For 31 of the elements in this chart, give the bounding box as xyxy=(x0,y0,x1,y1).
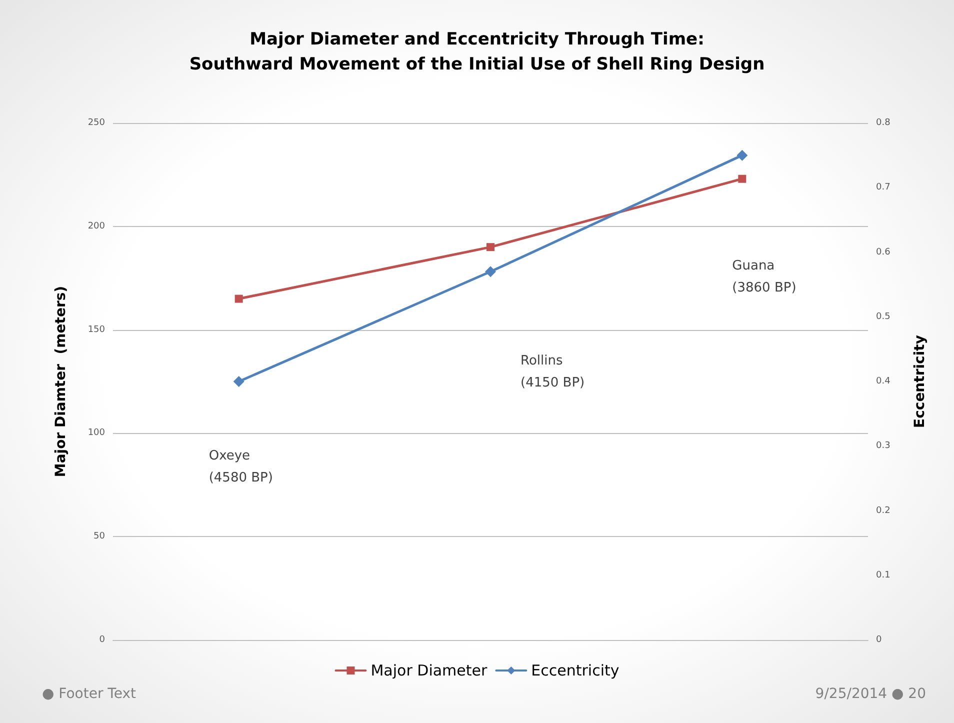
point xyxy=(485,266,496,278)
point xyxy=(486,243,494,252)
point xyxy=(234,294,243,303)
y-tick-label: 250 xyxy=(88,118,106,128)
y-tick-label: 200 xyxy=(88,221,106,232)
y-tick-label: 0 xyxy=(99,635,106,645)
y2-tick-label: 0.5 xyxy=(876,312,890,322)
annotation: Rollins (4150 BP) xyxy=(520,354,585,390)
y-axis-title: Major Diamter (meters) xyxy=(53,286,69,478)
y2-axis-title: Eccentricity xyxy=(912,335,928,428)
y2-tick-label: 0.6 xyxy=(876,247,891,258)
y-tick-label: 150 xyxy=(88,324,106,335)
chart-title: Major Diameter and Eccentricity Through Time: Southward Movement of the Initial Use of Shell Ring Design xyxy=(189,30,765,74)
point xyxy=(736,150,748,161)
point xyxy=(233,376,244,387)
y-tick-label: 50 xyxy=(94,532,106,542)
legend-label: Major Diameter xyxy=(370,662,488,680)
legend-label: Eccentricity xyxy=(531,662,620,680)
y2-tick-label: 0 xyxy=(876,635,882,645)
y2-tick-label: 0.2 xyxy=(876,506,890,516)
y2-tick-label: 0.7 xyxy=(876,182,890,193)
y2-tick-label: 0.8 xyxy=(876,118,891,128)
annotation: Guana (3860 BP) xyxy=(732,258,796,296)
y2-tick-label: 0.3 xyxy=(876,441,890,452)
y2-tick-label: 0.1 xyxy=(876,570,890,580)
annotation: Oxeye (4580 BP) xyxy=(208,448,273,486)
y2-tick-label: 0.4 xyxy=(876,376,891,386)
point xyxy=(738,174,746,183)
y-tick-label: 100 xyxy=(88,428,106,438)
text: ● Footer Text xyxy=(42,686,136,702)
text: 9/25/2014 ● 20 xyxy=(815,686,926,702)
